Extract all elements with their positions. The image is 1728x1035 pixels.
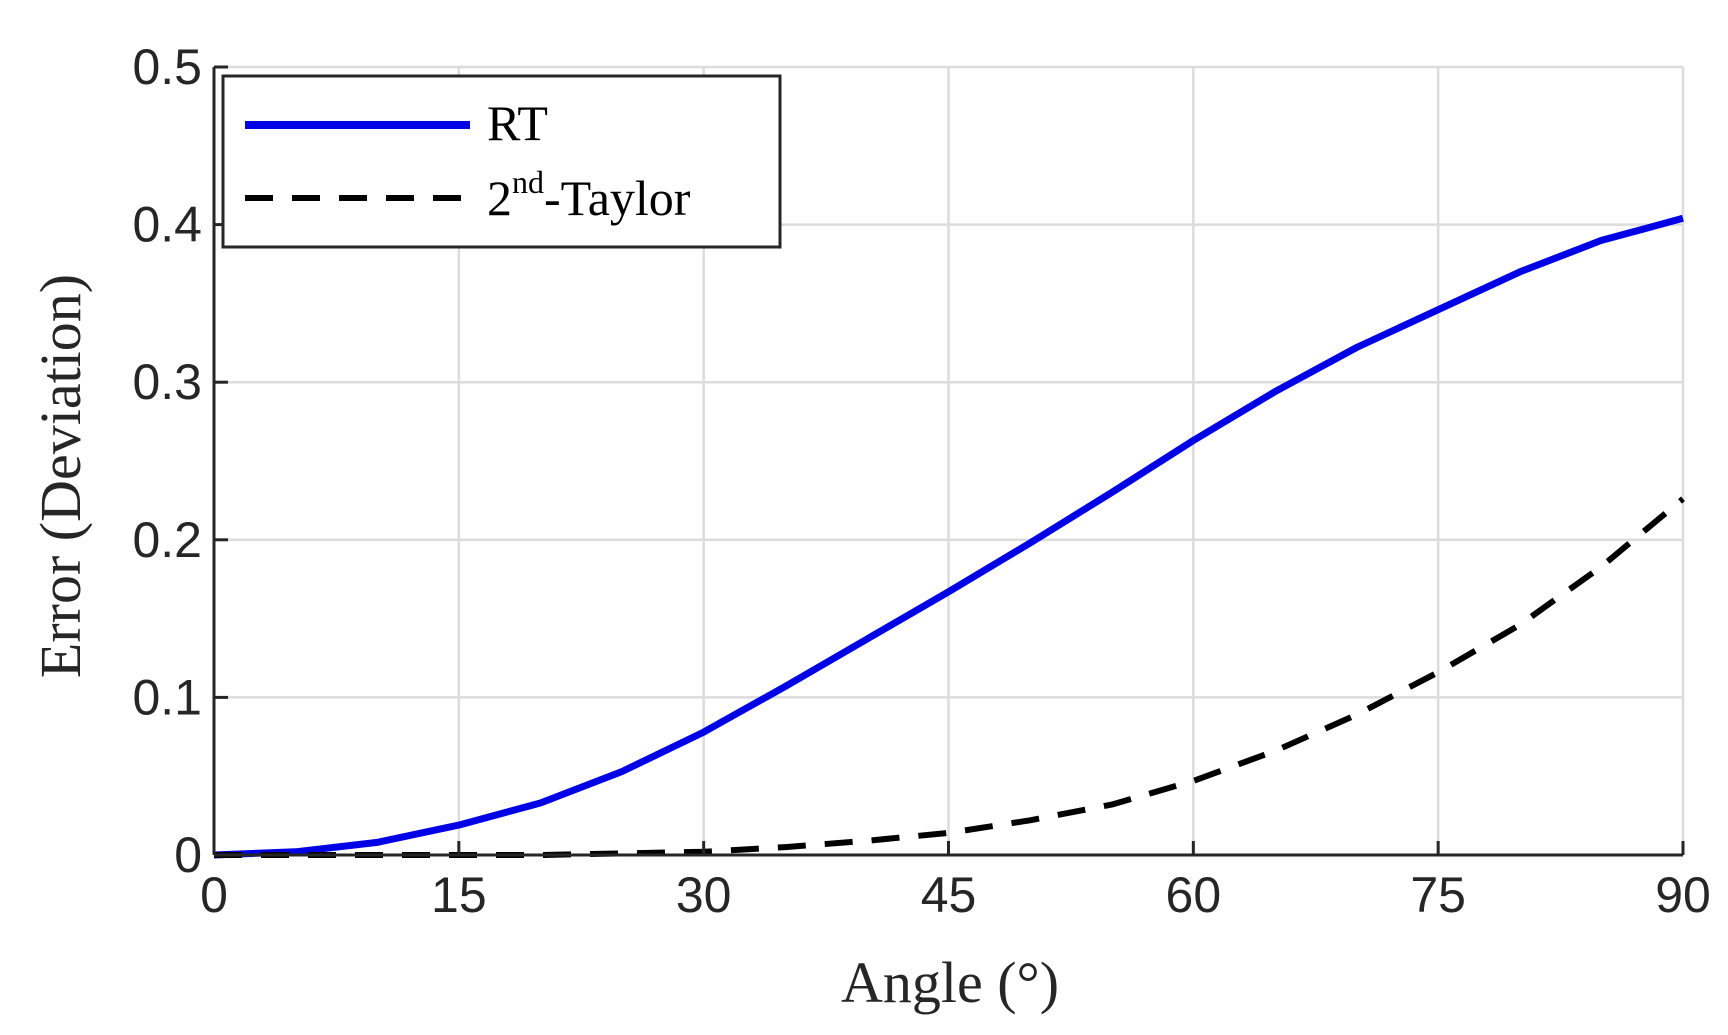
series-line-taylor (214, 496, 1685, 858)
legend-box (221, 74, 782, 249)
legend-label-rt: RT (487, 95, 548, 151)
tick-labels: 0 15 30 45 60 75 90 0 0.1 0.2 0.3 0.4 0.5 (132, 39, 1710, 923)
legend: RT 2nd-Taylor (221, 74, 782, 249)
y-tick-label: 0.5 (132, 39, 202, 95)
y-tick-label: 0.4 (132, 197, 202, 253)
x-tick-label: 45 (921, 867, 977, 923)
x-tick-label: 90 (1655, 867, 1711, 923)
y-tick-label: 0.3 (132, 354, 202, 410)
x-tick-label: 15 (431, 867, 487, 923)
legend-label-taylor-sup: nd (512, 164, 544, 200)
x-axis-title: Angle (°) (841, 950, 1059, 1015)
y-tick-label: 0 (174, 827, 202, 883)
axes (212, 65, 1685, 857)
y-tick-label: 0.1 (132, 669, 202, 725)
legend-label-rt-text: RT (487, 95, 548, 151)
legend-label-taylor: 2nd-Taylor (487, 164, 691, 226)
x-tick-label: 60 (1166, 867, 1222, 923)
x-tick-label: 75 (1410, 867, 1466, 923)
x-tick-label: 0 (200, 867, 228, 923)
x-tick-label: 30 (676, 867, 732, 923)
y-tick-label: 0.2 (132, 512, 202, 568)
series-line-rt (213, 214, 1684, 859)
series-lines (213, 214, 1685, 859)
legend-label-taylor-suffix: -Taylor (544, 170, 691, 226)
y-axis-title: Error (Deviation) (28, 274, 93, 678)
legend-label-taylor-base: 2 (487, 170, 512, 226)
